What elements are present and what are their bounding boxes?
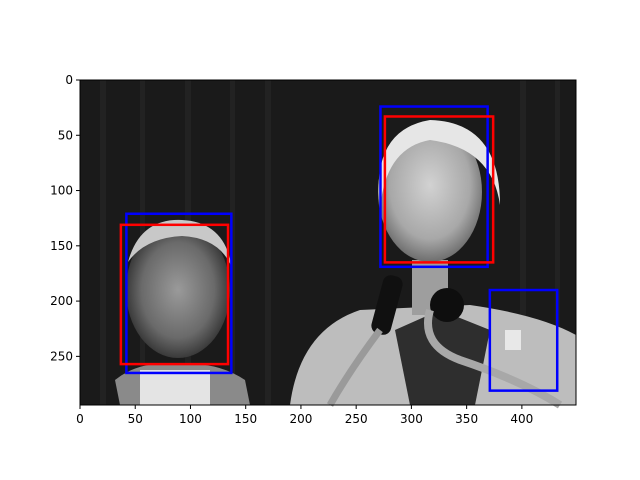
bounding-box-4	[383, 115, 495, 264]
boxes	[119, 105, 559, 392]
x-tick-label: 50	[128, 412, 143, 426]
bounding-box-2	[119, 223, 230, 366]
y-axis: 0 50 100 150 200 250	[50, 73, 80, 363]
x-tick-label: 300	[400, 412, 423, 426]
y-tick-label: 50	[58, 128, 73, 142]
x-axis: 0 50 100 150 200 250 300 350 400	[76, 405, 533, 426]
axes-frame	[79, 79, 577, 406]
bounding-box-1	[125, 212, 233, 375]
bounding-box-3	[379, 105, 489, 269]
y-tick-label: 0	[65, 73, 73, 87]
y-tick-label: 250	[50, 349, 73, 363]
y-tick-label: 150	[50, 239, 73, 253]
x-tick-label: 250	[345, 412, 368, 426]
photo	[80, 80, 576, 409]
y-tick-label: 100	[50, 184, 73, 198]
y-tick-label: 200	[50, 294, 73, 308]
x-tick-label: 0	[76, 412, 84, 426]
x-tick-label: 400	[510, 412, 533, 426]
x-tick-label: 350	[455, 412, 478, 426]
x-tick-label: 200	[289, 412, 312, 426]
x-tick-label: 150	[234, 412, 257, 426]
bounding-box-5	[488, 288, 559, 392]
x-tick-label: 100	[179, 412, 202, 426]
